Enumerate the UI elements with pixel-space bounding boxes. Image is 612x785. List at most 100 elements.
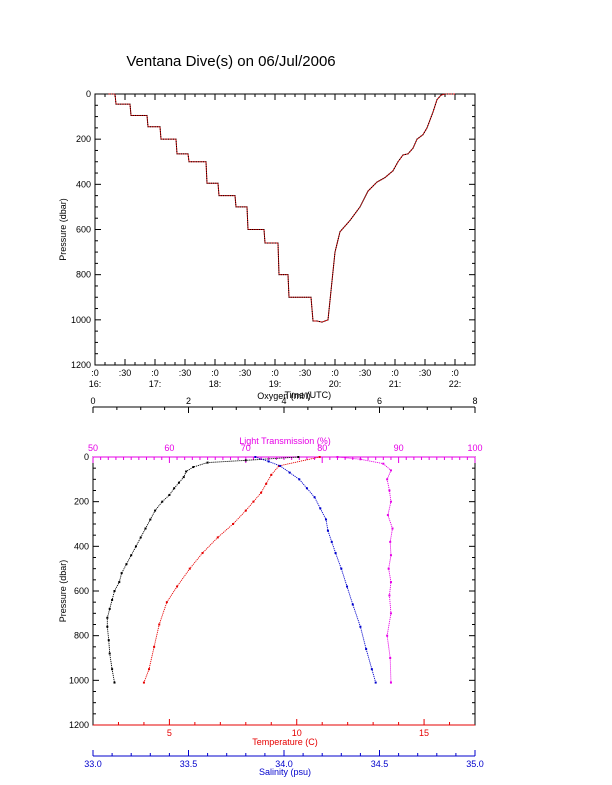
dive-track-point bbox=[393, 168, 395, 170]
dive-track-point bbox=[380, 179, 382, 181]
profile-plot: 0 200 400 600 800 1000 1200 Pressure (dbar) 0 2 4 6… bbox=[58, 391, 484, 777]
dive-track-plot: 020040060080010001200:0:30:0:30:0:30:0:3… bbox=[58, 89, 476, 400]
dive-track-point bbox=[356, 210, 358, 212]
dive-track-point bbox=[170, 138, 172, 140]
light-profile-point bbox=[389, 554, 392, 557]
light-profile-point bbox=[391, 527, 394, 530]
dive-track-point bbox=[205, 166, 207, 168]
light-tick-label: 50 bbox=[88, 443, 98, 453]
dive-track-point bbox=[234, 195, 236, 197]
salinity-profile-point bbox=[326, 529, 329, 532]
dive-track-point bbox=[342, 227, 344, 229]
dive-track-point bbox=[247, 217, 248, 219]
dive-track-point bbox=[247, 229, 249, 230]
dive-track-point bbox=[115, 98, 116, 100]
light-tick-label: 60 bbox=[164, 443, 174, 453]
dive-track-point bbox=[175, 141, 177, 143]
dive-track-point bbox=[206, 180, 208, 182]
dive-track-point bbox=[200, 161, 202, 163]
dive-track-point bbox=[190, 161, 192, 163]
dive-track-point bbox=[409, 151, 411, 153]
dive-track-point bbox=[124, 103, 126, 105]
dive-track-point bbox=[247, 222, 249, 224]
temperature-profile-point bbox=[232, 523, 235, 525]
dive-track-point bbox=[338, 235, 340, 237]
dive-track-point bbox=[239, 206, 241, 208]
dive-track-point bbox=[292, 296, 294, 298]
dive-track-point bbox=[256, 229, 258, 230]
dive-track-point bbox=[195, 161, 197, 163]
x-axis-label: Time (UTC) bbox=[284, 390, 331, 400]
dive-track-point bbox=[152, 126, 154, 128]
dive-track-point bbox=[146, 119, 148, 121]
dive-track-point bbox=[331, 285, 332, 287]
x-tick-label-minutes: :0 bbox=[451, 368, 459, 378]
dive-track-point bbox=[163, 138, 164, 140]
dive-track-point bbox=[283, 274, 284, 276]
dive-track-point bbox=[217, 185, 219, 187]
oxygen-profile-point bbox=[139, 536, 142, 539]
dive-track-point bbox=[130, 114, 132, 116]
dive-track-point bbox=[311, 308, 313, 310]
dive-track-point bbox=[278, 258, 279, 260]
dive-track-point bbox=[277, 244, 279, 246]
dive-track-point bbox=[205, 163, 207, 165]
dive-track-point bbox=[330, 289, 332, 291]
salinity-tick-label: 34.5 bbox=[371, 759, 389, 769]
dive-track-point bbox=[430, 116, 432, 118]
dive-track-point bbox=[407, 153, 409, 155]
dive-track-point bbox=[287, 280, 289, 282]
light-profile-point bbox=[389, 500, 392, 503]
dive-track-point bbox=[288, 289, 290, 291]
salinity-tick-label: 34.0 bbox=[275, 759, 293, 769]
oxygen-profile-point bbox=[125, 563, 128, 566]
dive-track-point bbox=[405, 153, 406, 155]
dive-track-point bbox=[146, 117, 148, 119]
dive-track-point bbox=[330, 292, 332, 294]
dive-track-point bbox=[422, 134, 424, 136]
light-profile-point bbox=[386, 478, 389, 481]
dive-track-point bbox=[278, 265, 280, 267]
oxygen-profile-point bbox=[168, 493, 171, 496]
dive-track-point bbox=[399, 158, 401, 160]
dive-track-point bbox=[382, 178, 384, 180]
x-tick-label-minutes: :0 bbox=[391, 368, 399, 378]
light-profile-point bbox=[386, 514, 389, 517]
temperature-profile-point bbox=[158, 623, 161, 626]
light-profile-point bbox=[359, 458, 362, 461]
dive-track-point bbox=[418, 137, 420, 139]
dive-track-point bbox=[416, 138, 418, 140]
top-plot-frame bbox=[94, 93, 476, 366]
dive-track-point bbox=[434, 106, 436, 108]
dive-track-point bbox=[263, 229, 265, 230]
dive-track-point bbox=[332, 271, 334, 273]
oxygen-profile-point bbox=[244, 459, 247, 462]
dive-track-point bbox=[328, 305, 330, 307]
y-tick-label: 1200 bbox=[69, 720, 89, 730]
dive-track-point bbox=[395, 165, 396, 167]
dive-track-point bbox=[114, 96, 116, 98]
x-tick-label-hours: 16: bbox=[89, 379, 102, 389]
dive-track-point bbox=[206, 177, 208, 179]
temperature-profile-point bbox=[176, 585, 179, 588]
light-profile-point bbox=[389, 657, 392, 659]
y-tick-label: 200 bbox=[74, 497, 89, 507]
x-tick-label-minutes: :0 bbox=[211, 368, 219, 378]
x-tick-label-minutes: :30 bbox=[119, 368, 132, 378]
dive-track-point bbox=[444, 93, 446, 95]
dive-track-point bbox=[258, 229, 260, 230]
dive-track-point bbox=[299, 296, 301, 298]
dive-track-point bbox=[135, 114, 137, 116]
light-profile-point bbox=[387, 567, 390, 570]
dive-track-point bbox=[242, 206, 244, 208]
salinity-profile-point bbox=[313, 496, 316, 499]
x-tick-label-minutes: :30 bbox=[359, 368, 372, 378]
dive-track-point bbox=[157, 126, 159, 128]
temperature-profile-line bbox=[143, 456, 320, 683]
oxygen-profile-point bbox=[182, 476, 185, 479]
dive-track-point bbox=[130, 110, 132, 112]
dive-track-point bbox=[359, 206, 361, 208]
dive-track-point bbox=[269, 242, 271, 244]
dive-track-point bbox=[160, 136, 162, 138]
dive-track-point bbox=[205, 168, 207, 170]
